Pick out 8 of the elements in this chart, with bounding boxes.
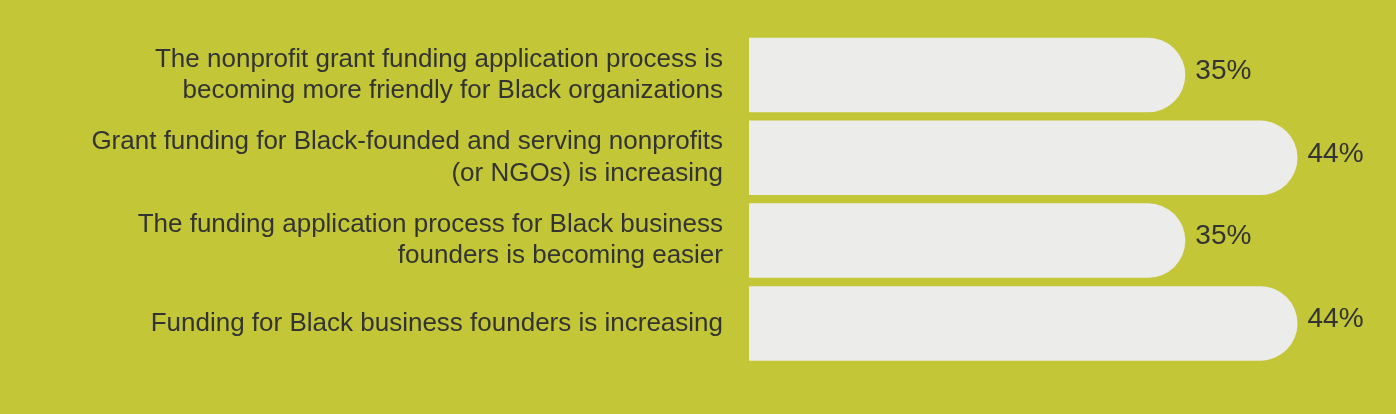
y-tick-label: The nonprofit grant funding application process is becoming more friendly for Black organizations (154, 42, 723, 104)
data-label: 35% (1195, 53, 1252, 85)
y-tick-label: Funding for Black business founders is increasing (150, 306, 723, 337)
y-tick-label: The funding application process for Black business founders is becoming easier (137, 208, 724, 270)
data-label: 44% (1307, 302, 1364, 334)
data-label: 44% (1307, 136, 1364, 168)
data-label: 35% (1195, 219, 1252, 251)
y-tick-label: Grant funding for Black-founded and serving nonprofits (or NGOs) is increasing (91, 125, 723, 187)
